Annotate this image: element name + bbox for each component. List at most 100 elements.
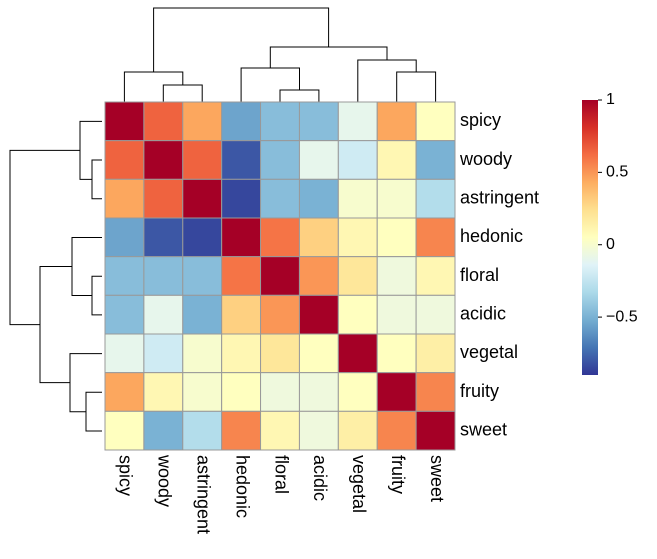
column-label: sweet: [427, 455, 447, 502]
column-label: woody: [155, 454, 175, 507]
heatmap-cell: [104, 178, 145, 219]
heatmap-cell: [415, 178, 456, 219]
heatmap-cell: [260, 294, 300, 335]
heatmap-cell: [376, 140, 417, 180]
row-label: astringent: [460, 187, 539, 207]
heatmap-cell: [376, 178, 417, 219]
heatmap-cell: [415, 294, 456, 335]
heatmap-cell: [260, 372, 300, 412]
column-dendrogram: [123, 7, 437, 102]
row-label: vegetal: [460, 342, 518, 362]
heatmap-cell: [376, 410, 417, 451]
row-dendrogram: [9, 120, 102, 432]
heatmap-cell: [415, 217, 456, 258]
heatmap-cell: [182, 410, 223, 451]
heatmap-cell: [221, 256, 262, 296]
heatmap-cell: [143, 256, 184, 296]
colorbar-tick-label: 0: [606, 236, 615, 253]
heatmap-cell: [337, 256, 378, 296]
heatmap-cell: [104, 256, 145, 296]
heatmap-cell: [376, 256, 417, 296]
column-label: astringent: [193, 455, 213, 534]
column-label: acidic: [310, 455, 330, 501]
heatmap-cell: [260, 256, 300, 296]
column-label: spicy: [116, 455, 136, 496]
heatmap-cell: [104, 217, 145, 258]
row-label: woody: [459, 149, 512, 169]
colorbar: [582, 100, 598, 375]
row-label: fruity: [460, 381, 499, 401]
heatmap-cell: [376, 101, 417, 142]
heatmap-cell: [337, 410, 378, 451]
column-label: vegetal: [349, 455, 369, 513]
heatmap-cell: [104, 101, 145, 142]
heatmap-cell: [337, 372, 378, 412]
heatmap-cell: [143, 294, 184, 335]
heatmap-cell: [221, 294, 262, 335]
heatmap-cell: [182, 217, 223, 258]
heatmap-cell: [298, 256, 339, 296]
heatmap-cell: [260, 140, 300, 180]
heatmap-cell: [221, 178, 262, 219]
heatmap-cell: [337, 217, 378, 258]
heatmap-cell: [337, 178, 378, 219]
heatmap-cell: [376, 372, 417, 412]
heatmap-cell: [298, 410, 339, 451]
heatmap-cell: [104, 410, 145, 451]
heatmap-cell: [182, 333, 223, 374]
heatmap-cell: [415, 140, 456, 180]
heatmap-cell: [260, 410, 300, 451]
heatmap-cell: [182, 101, 223, 142]
row-label: hedonic: [460, 226, 523, 246]
heatmap-cell: [221, 372, 262, 412]
heatmap-cell: [143, 178, 184, 219]
heatmap-cell: [104, 372, 145, 412]
heatmap-cell: [221, 410, 262, 451]
heatmap-cell: [298, 333, 339, 374]
heatmap-cell: [337, 101, 378, 142]
column-label: floral: [271, 455, 291, 494]
heatmap-cell: [143, 410, 184, 451]
colorbar-tick-label: 0.5: [606, 164, 628, 181]
heatmap-cell: [104, 333, 145, 374]
heatmap-cell: [376, 217, 417, 258]
heatmap-cell: [415, 372, 456, 412]
heatmap-cell: [415, 101, 456, 142]
row-label: floral: [460, 265, 499, 285]
heatmap-cell: [298, 178, 339, 219]
heatmap-cell: [104, 140, 145, 180]
heatmap-cell: [260, 333, 300, 374]
column-label: fruity: [388, 455, 408, 494]
heatmap-cell: [260, 178, 300, 219]
heatmap-cell: [298, 372, 339, 412]
heatmap-cell: [221, 333, 262, 374]
heatmap-cell: [298, 217, 339, 258]
colorbar-tick-label: 1: [606, 91, 615, 108]
heatmap-cell: [104, 294, 145, 335]
heatmap-cell: [143, 217, 184, 258]
heatmap-cell: [182, 140, 223, 180]
column-label: hedonic: [232, 455, 252, 518]
heatmap-cell: [298, 294, 339, 335]
row-label: sweet: [460, 419, 507, 439]
heatmap-cell: [376, 294, 417, 335]
heatmap-cell: [415, 333, 456, 374]
heatmap-cell: [182, 372, 223, 412]
row-label: spicy: [460, 110, 501, 130]
heatmap-cell: [182, 294, 223, 335]
heatmap-cell: [182, 256, 223, 296]
row-label: acidic: [460, 303, 506, 323]
heatmap-cell: [298, 140, 339, 180]
heatmap-cell: [143, 333, 184, 374]
heatmap-cell: [415, 410, 456, 451]
heatmap-cell: [337, 333, 378, 374]
heatmap-cell: [143, 140, 184, 180]
heatmap-cell: [415, 256, 456, 296]
heatmap-cell: [337, 140, 378, 180]
heatmap-cell: [143, 101, 184, 142]
heatmap-cell: [337, 294, 378, 335]
heatmap-cell: [182, 178, 223, 219]
heatmap-cell: [298, 101, 339, 142]
heatmap-cell: [260, 217, 300, 258]
